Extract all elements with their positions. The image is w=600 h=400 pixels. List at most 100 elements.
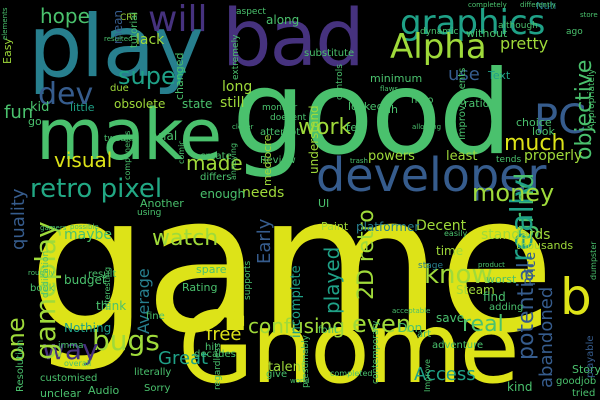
word-arial: Arial: [150, 129, 178, 143]
word-steam: Steam: [456, 283, 495, 297]
word-playable: playable: [585, 335, 596, 378]
word-still: still: [220, 95, 245, 111]
word-retro-pixel: retro pixel: [30, 174, 163, 204]
word-abandoned: abandoned: [536, 286, 557, 388]
word-art: art: [417, 329, 432, 340]
word-free: free: [206, 324, 242, 345]
word-result: result: [88, 269, 117, 280]
word-average: Average: [134, 268, 153, 334]
word-regardless: regardless: [213, 343, 223, 390]
word-made: made: [186, 151, 243, 175]
word-acceptable: acceptable: [392, 307, 431, 315]
word-ratio: ratio: [464, 97, 490, 110]
word-pretty: pretty: [500, 34, 549, 53]
word-audio: Audio: [88, 384, 120, 397]
word-story: Story: [572, 363, 600, 376]
word-sorry: Sorry: [144, 383, 171, 394]
word-access: Access: [414, 364, 476, 385]
word-visual: visual: [54, 148, 113, 172]
word-aspect: aspect: [236, 7, 266, 17]
word-crt: CRT: [120, 13, 138, 23]
word-components: components: [123, 130, 132, 180]
word-budget: budget: [64, 273, 107, 287]
word-supports: supports: [243, 260, 253, 300]
word-world: world: [290, 377, 310, 385]
word-talent: talent: [268, 360, 307, 375]
word-along: along: [266, 13, 300, 27]
word-look: look: [532, 125, 555, 138]
word-minimum: minimum: [370, 72, 423, 85]
word-save: save: [436, 311, 465, 325]
word-long: long: [222, 79, 253, 95]
word-extremely: extremely: [231, 34, 241, 80]
word-even: even: [352, 310, 411, 338]
word-overall: overall: [64, 359, 92, 368]
word-tried: tried: [572, 388, 596, 399]
word-improve: Improve: [423, 359, 432, 392]
word-platformer: platformer: [356, 220, 420, 234]
word-without: without: [466, 27, 508, 40]
word-needs: needs: [242, 185, 285, 201]
word-ui: UI: [318, 197, 330, 210]
word-book: book: [30, 283, 55, 294]
word-understand: understand: [307, 105, 321, 174]
word-price: Price: [523, 251, 539, 286]
word-will: will: [148, 0, 208, 40]
word-little: little: [70, 101, 95, 114]
word-choice: choice: [516, 116, 552, 129]
word-powers: powers: [368, 149, 415, 164]
word-hero: hero: [411, 95, 434, 106]
word-play: play: [28, 0, 204, 97]
word-work: work: [298, 115, 352, 140]
word-decades: decades: [194, 349, 236, 360]
word-go: go: [28, 115, 42, 128]
word-enough: enough: [200, 187, 246, 201]
word-product: product: [478, 261, 505, 269]
word-tends: tends: [496, 155, 522, 165]
word-easily: easily: [444, 229, 468, 238]
word-alpha: Alpha: [390, 27, 487, 67]
word-flaws: flaws: [380, 85, 399, 93]
word-thousands: thousands: [516, 239, 574, 252]
word-imma: imma: [58, 341, 84, 351]
word-uh: uh: [384, 103, 398, 116]
word-bugs: bugs: [92, 324, 160, 357]
word-b: b: [560, 268, 592, 326]
word-tell: tell: [346, 121, 364, 134]
word-controls: controls: [335, 64, 345, 100]
word-text: Text: [488, 69, 511, 82]
word-money: money: [472, 179, 555, 207]
word-dynamic: dynamic: [420, 27, 459, 37]
word-developer: developer: [316, 148, 547, 202]
word-give: give: [266, 369, 288, 380]
word-doesent: doesent: [270, 113, 307, 123]
word-stage: stage: [418, 261, 443, 271]
word-properly: properly: [524, 148, 583, 164]
word-fun: fun: [4, 102, 34, 123]
word-lack: lack: [136, 32, 165, 48]
word-worst: worst: [486, 273, 517, 286]
word-differs: differs: [200, 172, 232, 183]
word-monitor: monitor: [262, 103, 298, 113]
word-ago: ago: [566, 27, 583, 37]
word-resolution: Resolution: [15, 339, 26, 392]
word-easy: Easy: [1, 38, 14, 64]
word-changed: changed: [173, 52, 186, 100]
word-resulted: resulted: [104, 35, 133, 43]
word-create: create: [200, 151, 232, 162]
word-review: Review: [260, 155, 296, 166]
word-rating: Rating: [182, 281, 218, 294]
word-watch: watch: [152, 226, 219, 251]
word-incomplete: incomplete: [289, 265, 304, 338]
word-game: game: [28, 154, 555, 375]
word-graphics: graphics: [400, 3, 546, 43]
word-find: find: [483, 290, 506, 304]
word-goodjob: goodjob: [556, 376, 597, 387]
word-early: Early: [254, 218, 275, 264]
word-completed: completed: [330, 369, 373, 378]
word-substitute: substitute: [304, 48, 355, 59]
word-paint: Paint: [321, 220, 349, 233]
word-played: played: [320, 246, 344, 314]
word-good: good: [232, 46, 512, 181]
